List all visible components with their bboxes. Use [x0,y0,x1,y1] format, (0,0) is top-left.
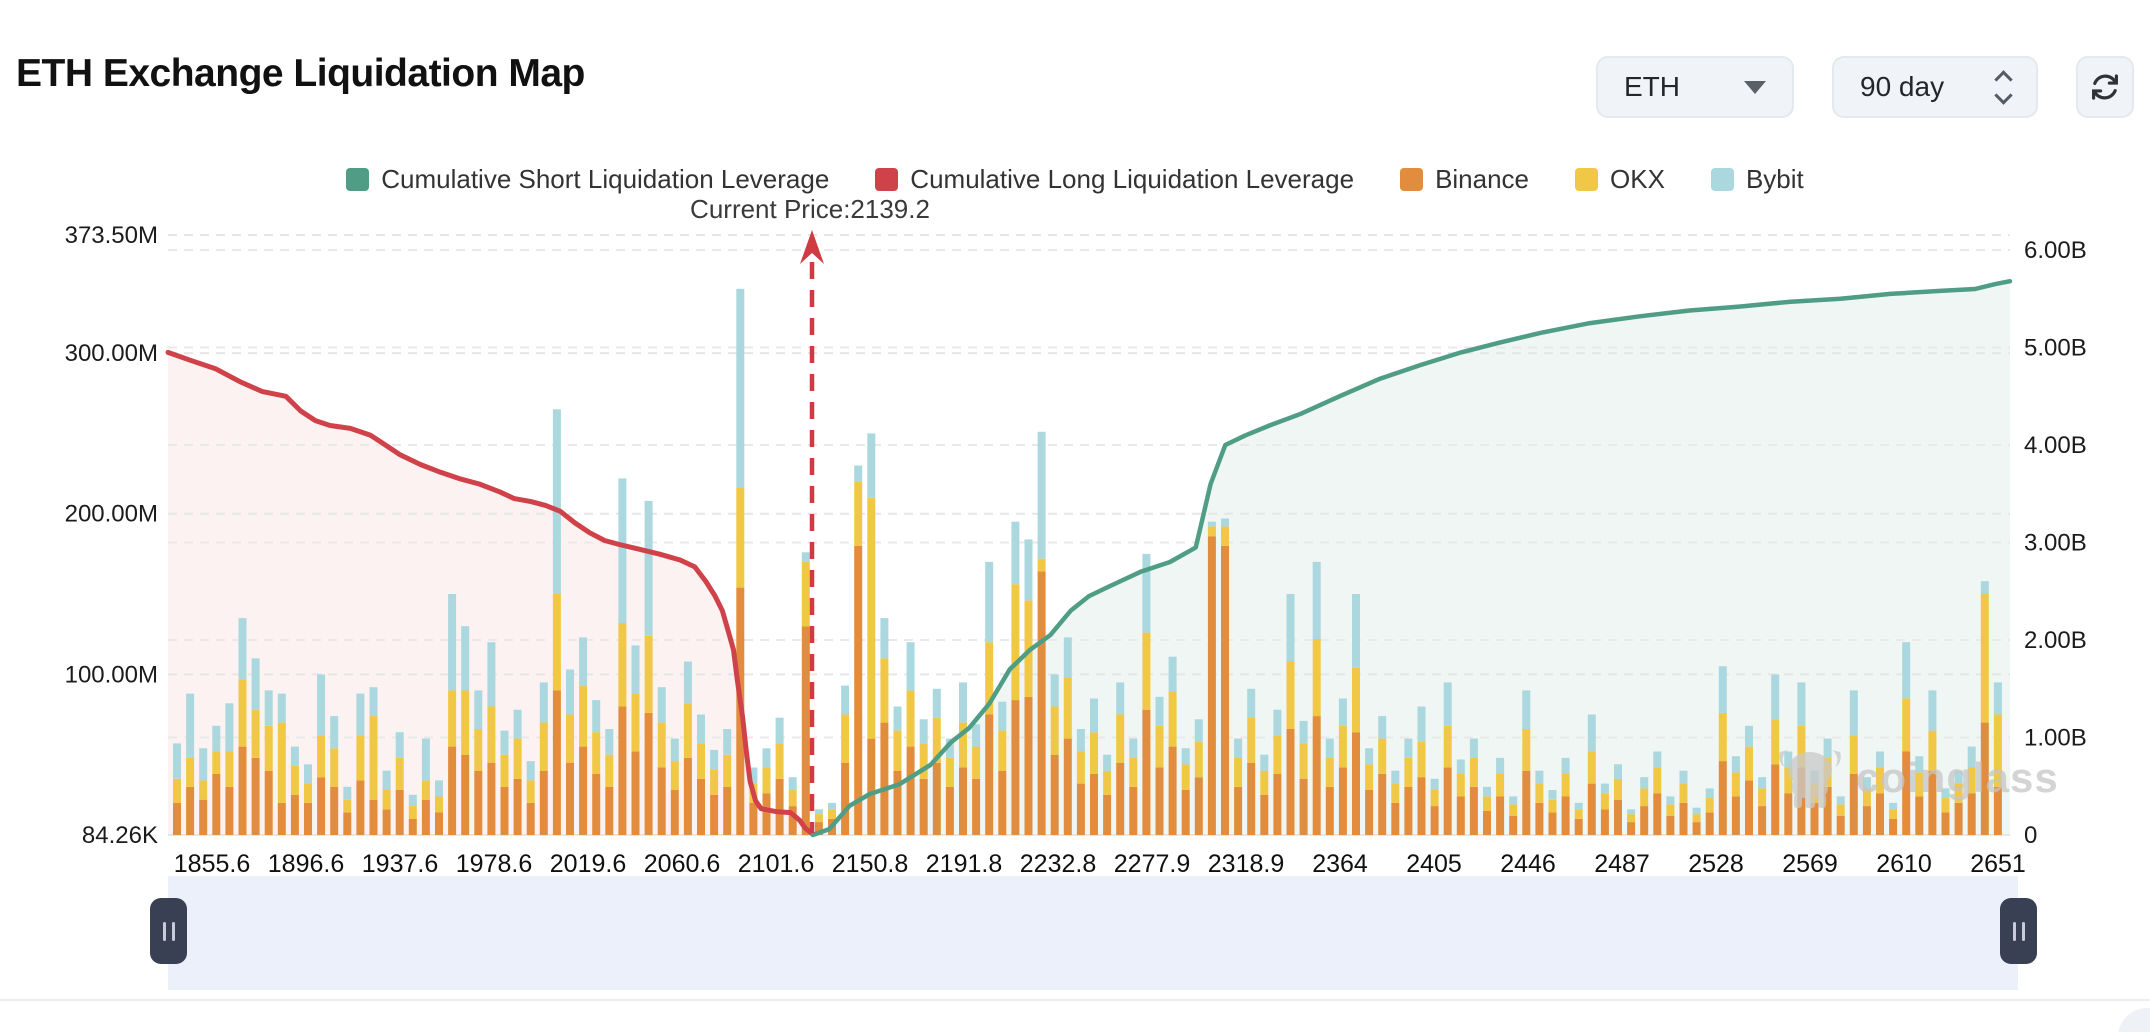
svg-text:1896.6: 1896.6 [268,850,344,878]
svg-text:1855.6: 1855.6 [174,850,250,878]
svg-text:1937.6: 1937.6 [362,850,438,878]
legend-label: Binance [1435,164,1530,194]
datazoom-left-handle[interactable] [150,898,187,964]
legend-label: Cumulative Long Liquidation Leverage [910,164,1355,194]
legend-swatch [1575,168,1599,191]
svg-text:2101.6: 2101.6 [738,850,814,878]
datazoom-track[interactable] [168,876,2018,990]
symbol-select-value: ETH [1624,71,1680,102]
header-controls: ETH 90 day [1596,56,2134,118]
svg-text:2569: 2569 [1782,850,1838,878]
datazoom-right-handle[interactable] [2000,898,2037,964]
divider [0,999,2150,1001]
symbol-select[interactable]: ETH [1596,56,1794,118]
svg-text:2.00B: 2.00B [2024,627,2087,654]
svg-text:2610: 2610 [1876,850,1932,878]
svg-text:2487: 2487 [1594,850,1650,878]
svg-text:3.00B: 3.00B [2024,530,2087,557]
svg-text:2060.6: 2060.6 [644,850,720,878]
svg-text:373.50M: 373.50M [65,222,158,249]
legend-item-cumulative-long-liquidation-leverage[interactable]: Cumulative Long Liquidation Leverage [875,164,1354,195]
short-cumulative-line [810,278,2013,838]
svg-text:0: 0 [2024,822,2037,849]
pause-grip-icon [2012,921,2016,941]
legend-swatch [1710,168,1734,191]
legend-swatch [346,168,370,191]
long-cumulative-line [165,349,816,837]
svg-text:6.00B: 6.00B [2024,237,2087,264]
svg-text:200.00M: 200.00M [65,501,158,528]
legend-swatch [875,168,899,191]
chevron-down-icon [1744,80,1766,94]
svg-text:2150.8: 2150.8 [832,850,908,878]
svg-text:2651: 2651 [1970,850,2026,878]
svg-text:2528: 2528 [1688,850,1744,878]
svg-text:2019.6: 2019.6 [550,850,626,878]
range-select-value: 90 day [1860,71,1945,102]
short-area-fill [812,281,2011,835]
svg-text:1.00B: 1.00B [2024,725,2087,752]
legend-item-cumulative-short-liquidation-leverage[interactable]: Cumulative Short Liquidation Leverage [346,164,829,195]
legend-item-okx[interactable]: OKX [1575,164,1665,195]
svg-text:84.26K: 84.26K [82,822,158,849]
svg-text:2364: 2364 [1312,850,1368,878]
refresh-icon [2092,74,2118,100]
legend-item-bybit[interactable]: Bybit [1710,164,1804,195]
range-select[interactable]: 90 day [1832,56,2038,118]
page-title: ETH Exchange Liquidation Map [16,52,585,95]
svg-text:2232.8: 2232.8 [1020,850,1096,878]
svg-text:2446: 2446 [1500,850,1556,878]
chart-legend: Cumulative Short Liquidation Leverage Cum… [0,164,2150,195]
gridlines [168,234,2010,836]
svg-text:4.00B: 4.00B [2024,432,2087,459]
axis-labels: 373.50M 300.00M 200.00M 100.00M 84.26K 6.00B 5… [65,222,2087,878]
legend-label: OKX [1610,164,1665,194]
refresh-button[interactable] [2076,56,2134,118]
svg-text:5.00B: 5.00B [2024,335,2087,362]
current-price-label: Current Price:2139.2 [690,194,930,224]
svg-text:300.00M: 300.00M [65,340,158,367]
legend-swatch [1400,168,1424,191]
legend-label: Bybit [1745,164,1804,194]
svg-text:2191.8: 2191.8 [926,850,1002,878]
legend-item-binance[interactable]: Binance [1400,164,1529,195]
pause-grip-icon [162,921,166,941]
svg-text:2318.9: 2318.9 [1208,850,1284,878]
liquidation-bars [173,288,2002,835]
legend-label: Cumulative Short Liquidation Leverage [381,164,830,194]
svg-text:100.00M: 100.00M [65,661,158,688]
current-price-arrow [800,230,824,264]
svg-text:2277.9: 2277.9 [1114,850,1190,878]
svg-text:1978.6: 1978.6 [456,850,532,878]
svg-text:2405: 2405 [1406,850,1462,878]
